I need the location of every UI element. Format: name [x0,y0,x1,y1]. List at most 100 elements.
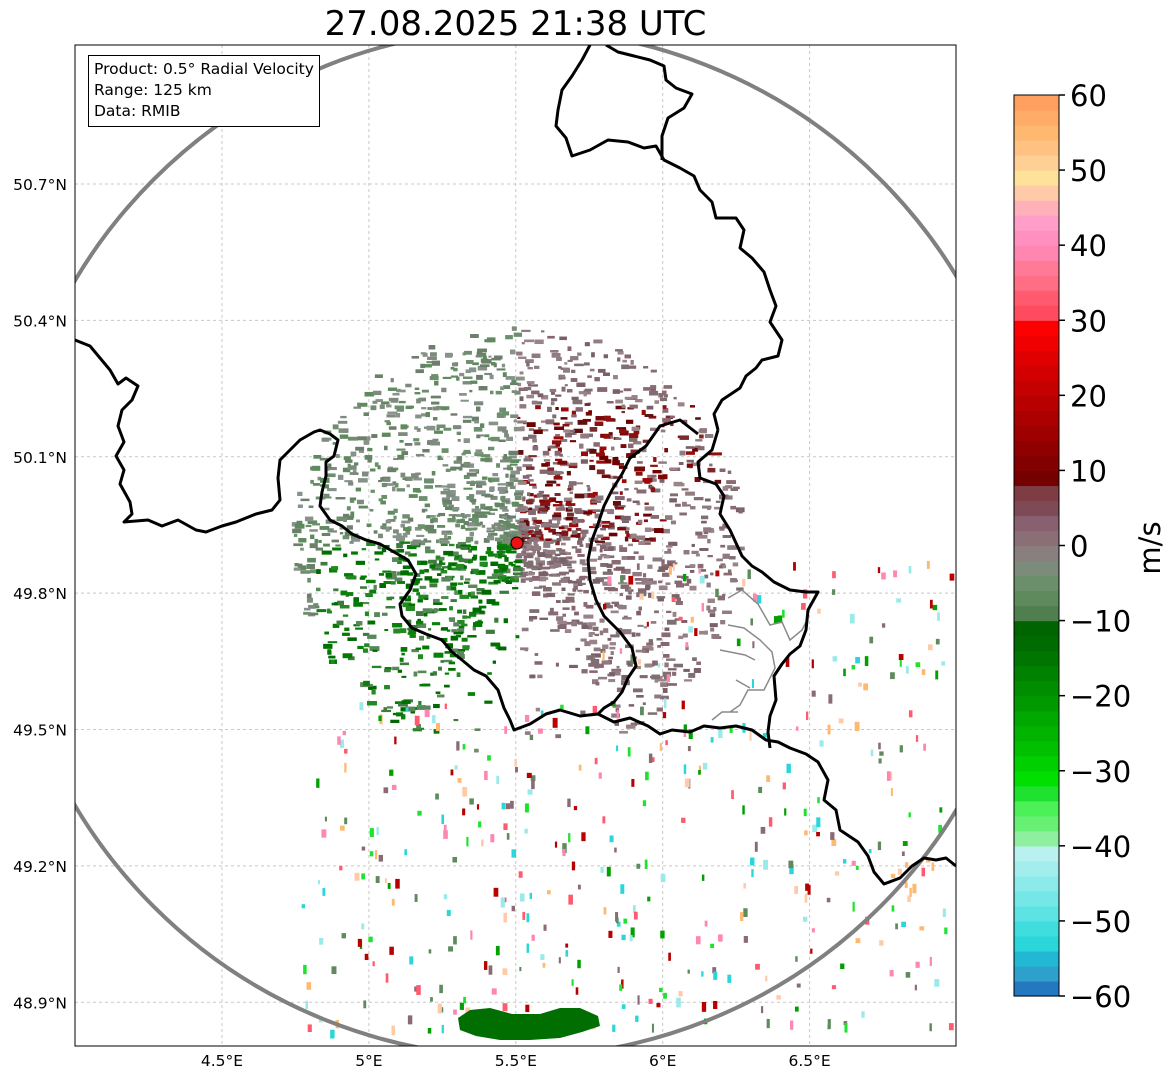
info-box: Product: 0.5° Radial Velocity Range: 125… [88,55,320,127]
luxembourg-district-border [711,589,809,721]
lat-tick-label: 49.8°N [13,585,67,603]
colorbar-segment [1014,875,1059,892]
colorbar-segment [1014,905,1059,922]
colorbar-tick-label: 0 [1070,530,1088,564]
lon-tick-label: 6°E [649,1052,676,1070]
lat-tick-label: 49.5°N [13,722,67,740]
radar-site-marker [510,536,524,550]
colorbar-segment [1014,140,1059,156]
data-source-text: Data: RMIB [94,102,181,120]
inner-border [586,418,699,716]
colorbar-segment [1014,170,1059,186]
colorbar-segment [1014,215,1059,231]
colorbar-tick-label: −50 [1070,905,1131,939]
colorbar-segment [1014,395,1059,411]
colorbar-tick-label: −60 [1070,980,1131,1014]
colorbar-segment [1014,680,1059,697]
colorbar-segment [1014,470,1059,487]
colorbar-segment [1014,500,1059,517]
colorbar-segment [1014,515,1059,532]
colorbar-segment [1014,380,1059,396]
colorbar-segment [1014,920,1059,937]
colorbar-tick-label: −20 [1070,680,1131,714]
colorbar-segment [1014,275,1059,291]
lon-tick-label: 4.5°E [201,1052,243,1070]
colorbar-tick-label: −30 [1070,755,1131,789]
lat-tick-label: 50.4°N [13,312,67,330]
colorbar-segment [1014,560,1059,577]
colorbar-segment [1014,455,1059,472]
longitude-ticks: 4.5°E 5°E 5.5°E 6°E 6.5°E [201,1052,831,1070]
latitude-ticks: 50.7°N 50.4°N 50.1°N 49.8°N 49.5°N 49.2°N 48.9… [13,176,67,1012]
colorbar-segment [1014,935,1059,952]
colorbar-segment [1014,530,1059,547]
colorbar-tick-label: 40 [1070,229,1107,263]
country-borders [75,338,956,886]
colorbar-segment [1014,860,1059,877]
colorbar-ticks: 60 50 40 30 20 10 0 −10 −20 −30 −40 −50 −60 [1059,79,1131,1014]
colorbar-tick-label: 10 [1070,454,1107,488]
germany-border [554,45,784,431]
colorbar-segment [1014,620,1059,637]
colorbar-segment [1014,545,1059,562]
colorbar-segment [1014,710,1059,727]
colorbar-tick-label: −10 [1070,605,1131,639]
colorbar-segment [1014,635,1059,652]
lat-tick-label: 48.9°N [13,994,67,1012]
lon-tick-label: 5°E [355,1052,382,1070]
colorbar-segment [1014,965,1059,982]
lat-tick-label: 50.1°N [13,449,67,467]
colorbar-segment [1014,200,1059,216]
colorbar-segment [1014,125,1059,141]
range-text: Range: 125 km [94,81,212,99]
colorbar-segment [1014,650,1059,667]
southern-echo-cluster [458,1008,600,1040]
colorbar-segment [1014,785,1059,802]
colorbar-segment [1014,260,1059,276]
colorbar-segment [1014,815,1059,832]
colorbar-segment [1014,980,1059,997]
colorbar-tick-label: 60 [1070,79,1107,113]
colorbar-segment [1014,425,1059,441]
lon-tick-label: 6.5°E [788,1052,830,1070]
colorbar-segment [1014,695,1059,712]
colorbar-segment [1014,320,1059,336]
colorbar-segment [1014,440,1059,456]
colorbar-tick-label: 50 [1070,154,1107,188]
colorbar-segment [1014,410,1059,426]
colorbar-segment [1014,95,1059,111]
colorbar-segment [1014,365,1059,381]
colorbar-tick-label: 20 [1070,379,1107,413]
colorbar-segment [1014,830,1059,847]
colorbar-segment [1014,335,1059,351]
colorbar-segment [1014,770,1059,787]
colorbar-segment [1014,665,1059,682]
colorbar-segment [1014,155,1059,171]
colorbar [1013,94,1060,997]
product-text: Product: 0.5° Radial Velocity [94,60,314,78]
colorbar-segment [1014,725,1059,742]
colorbar-segment [1014,305,1059,321]
colorbar-tick-label: −40 [1070,830,1131,864]
map-frame [74,44,957,1047]
colorbar-segment [1014,245,1059,261]
lat-tick-label: 50.7°N [13,176,67,194]
colorbar-segment [1014,110,1059,126]
luxembourg-border [696,429,820,749]
colorbar-segment [1014,605,1059,622]
map-title: 27.08.2025 21:38 UTC [324,4,707,44]
colorbar-segment [1014,230,1059,246]
colorbar-segment [1014,950,1059,967]
colorbar-segment [1014,575,1059,592]
colorbar-segment [1014,890,1059,907]
colorbar-segment [1014,755,1059,772]
colorbar-label: m/s [1133,521,1167,574]
colorbar-segment [1014,485,1059,502]
lon-tick-label: 5.5°E [495,1052,537,1070]
colorbar-segment [1014,185,1059,201]
colorbar-segment [1014,800,1059,817]
colorbar-segment [1014,290,1059,306]
lat-tick-label: 49.2°N [13,858,67,876]
colorbar-segment [1014,350,1059,366]
